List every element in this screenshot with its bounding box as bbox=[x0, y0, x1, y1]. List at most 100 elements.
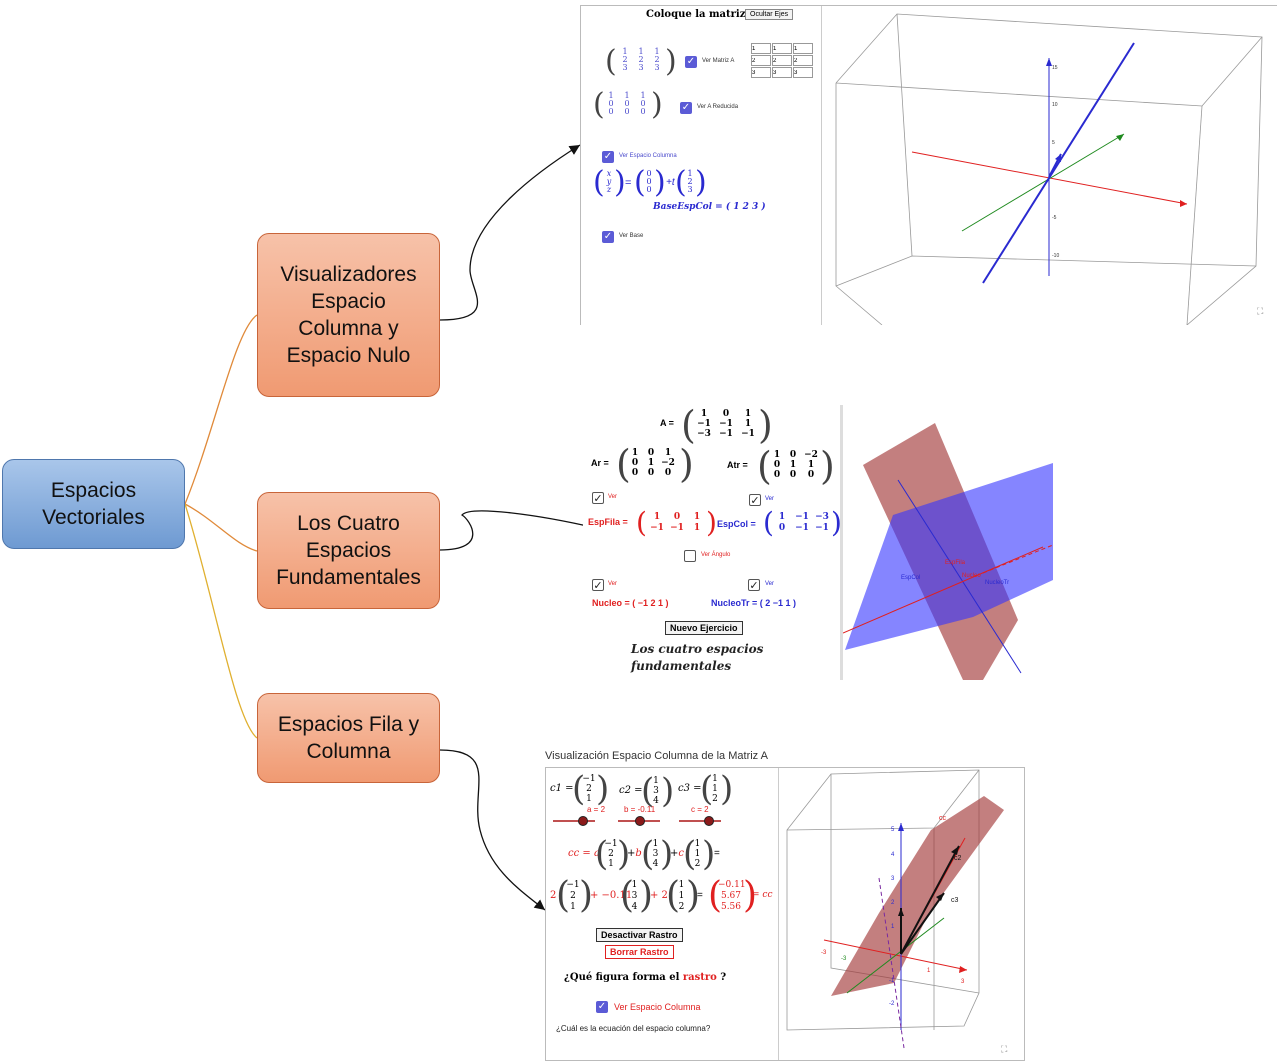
matrix-input-cell[interactable] bbox=[751, 43, 771, 54]
nuevo-ejercicio-button[interactable]: Nuevo Ejercicio bbox=[665, 621, 743, 635]
matrix-input-cell[interactable] bbox=[751, 67, 771, 78]
vector-entry: 2 bbox=[687, 177, 693, 186]
tick-label: 3 bbox=[891, 876, 895, 882]
vector-entry: 2 bbox=[608, 849, 614, 859]
plot-labels: EspFila EspCol Nucleo NucleoTr bbox=[901, 560, 1009, 586]
eval-c1: −1 2 1 bbox=[566, 880, 580, 913]
question-text: ¿Qué figura forma el bbox=[564, 972, 680, 983]
espcol-label: EspCol = bbox=[717, 519, 756, 529]
tick-label: 5 bbox=[891, 827, 895, 833]
matrix-input-cell[interactable] bbox=[793, 43, 813, 54]
vector-entry: 4 bbox=[653, 796, 659, 806]
tick-label: 1 bbox=[891, 924, 895, 930]
matrix-input-cell[interactable] bbox=[751, 55, 771, 66]
paren-right: ) bbox=[695, 165, 707, 200]
vector-entry: −1 bbox=[582, 774, 596, 784]
vector-entry: 2 bbox=[570, 891, 576, 901]
ver-espacio-columna-label: Ver Espacio Columna bbox=[614, 1002, 701, 1012]
vector-entry: 1 bbox=[678, 891, 685, 901]
espfila-label: EspFila = bbox=[588, 517, 628, 527]
paren-left: ( bbox=[605, 44, 617, 79]
ver-matriz-label: Ver Matriz A bbox=[702, 58, 735, 64]
ver-espcol-checkbox[interactable]: ✓ bbox=[749, 494, 761, 507]
tick-label: 3 bbox=[961, 979, 965, 985]
paren-right: ) bbox=[758, 405, 773, 447]
ver-nucleo-checkbox[interactable]: ✓ bbox=[592, 579, 604, 592]
ver-espacio-columna-label: Ver Espacio Columna bbox=[619, 153, 677, 159]
fullscreen-icon[interactable]: ⛶ bbox=[1000, 1044, 1008, 1054]
matrix-cell: −3 bbox=[697, 429, 711, 439]
connector-root-branch1 bbox=[184, 314, 258, 505]
matrix-cell: −2 bbox=[661, 458, 675, 468]
matrix-input-cell[interactable] bbox=[793, 67, 813, 78]
matrix-cell: 0 bbox=[640, 99, 646, 108]
slider-b-knob[interactable] bbox=[634, 816, 645, 826]
x-axis-arrow bbox=[1180, 200, 1187, 207]
matrix-cell: 0 bbox=[631, 468, 639, 478]
matrix-cell: 3 bbox=[622, 63, 628, 72]
hide-axes-button[interactable]: Ocultar Ejes bbox=[745, 9, 794, 20]
c2-vector bbox=[900, 845, 960, 955]
matrix-input-cell[interactable] bbox=[772, 67, 792, 78]
matrix-cell: 0 bbox=[647, 448, 655, 458]
vector-entry: 1 bbox=[652, 839, 659, 849]
vector-entry: 1 bbox=[608, 859, 614, 869]
slider-c-knob[interactable] bbox=[704, 816, 715, 826]
vector-entry: −0.11 bbox=[718, 880, 746, 890]
ver-reducida-checkbox[interactable]: ✓ bbox=[680, 102, 692, 114]
matrix-cell: 1 bbox=[693, 523, 701, 533]
ver-angulo-label: Ver Ángulo bbox=[701, 552, 731, 558]
atr-label: Atr = bbox=[727, 460, 748, 470]
vector-entry: 3 bbox=[631, 891, 638, 901]
matrix-cell: 0 bbox=[773, 470, 781, 480]
slider-c-label: c = 2 bbox=[691, 805, 709, 814]
matrix-cell: 3 bbox=[654, 63, 660, 72]
tick-label: 5 bbox=[1052, 140, 1055, 146]
branch-label: Visualizadores Espacio Columna y Espacio… bbox=[280, 263, 417, 367]
borrar-rastro-button[interactable]: Borrar Rastro bbox=[605, 945, 674, 959]
fullscreen-icon[interactable]: ⛶ bbox=[1256, 306, 1264, 316]
matrix-input-cell[interactable] bbox=[793, 55, 813, 66]
ver-espacio-columna-checkbox[interactable]: ✓ bbox=[602, 151, 614, 163]
paren-left: ( bbox=[636, 506, 647, 539]
ver-angulo-checkbox[interactable] bbox=[684, 550, 696, 562]
base-vector-arrow bbox=[1055, 154, 1061, 162]
vector-entry: 1 bbox=[712, 774, 718, 784]
matrix-cell: 0 bbox=[608, 99, 614, 108]
y-axis bbox=[846, 917, 945, 994]
ver-base-checkbox[interactable]: ✓ bbox=[602, 231, 614, 243]
matrix-input-cell[interactable] bbox=[772, 43, 792, 54]
plot-label: c3 bbox=[951, 897, 959, 904]
caption-line-1: Los cuatro espacios bbox=[631, 642, 764, 656]
shot3-title: Visualización Espacio Columna de la Matr… bbox=[545, 750, 768, 762]
ver-espacio-columna-checkbox[interactable]: ✓ bbox=[596, 1001, 608, 1013]
vector-entry: 2 bbox=[678, 902, 685, 912]
ver-espfila-checkbox[interactable]: ✓ bbox=[592, 492, 604, 505]
ver-label: Ver bbox=[608, 581, 618, 587]
shot3-3d-plot: cc c2 c3 5 4 3 2 1 -1 -2 -3 3 -3 1 ⛶ bbox=[786, 769, 1008, 1054]
tick-label: 10 bbox=[1052, 102, 1058, 108]
c3-arrow bbox=[936, 893, 944, 901]
matrix-input-cell[interactable] bbox=[772, 55, 792, 66]
tick-label: 1 bbox=[927, 968, 931, 974]
caption-line-2: fundamentales bbox=[631, 659, 732, 673]
paren-right: ) bbox=[661, 771, 675, 811]
matrix-cell: −1 bbox=[795, 512, 809, 522]
ver-nucleotr-checkbox[interactable]: ✓ bbox=[748, 579, 760, 592]
slider-c-track[interactable] bbox=[679, 820, 721, 822]
matrix-cell: 0 bbox=[807, 470, 815, 480]
vector-entry: 1 bbox=[678, 880, 685, 890]
matrix-cell: 0 bbox=[673, 512, 681, 522]
ver-matriz-checkbox[interactable]: ✓ bbox=[685, 56, 697, 68]
desactivar-rastro-button[interactable]: Desactivar Rastro bbox=[596, 928, 683, 942]
paren-right: ) bbox=[596, 769, 610, 809]
slider-a-track[interactable] bbox=[553, 820, 595, 822]
paren-right: ) bbox=[614, 165, 626, 200]
slider-a-knob[interactable] bbox=[578, 816, 589, 826]
vector-entry: 0 bbox=[646, 185, 652, 194]
matrix-cell: 0 bbox=[647, 468, 655, 478]
branch-label: Los Cuatro Espacios Fundamentales bbox=[276, 512, 421, 589]
